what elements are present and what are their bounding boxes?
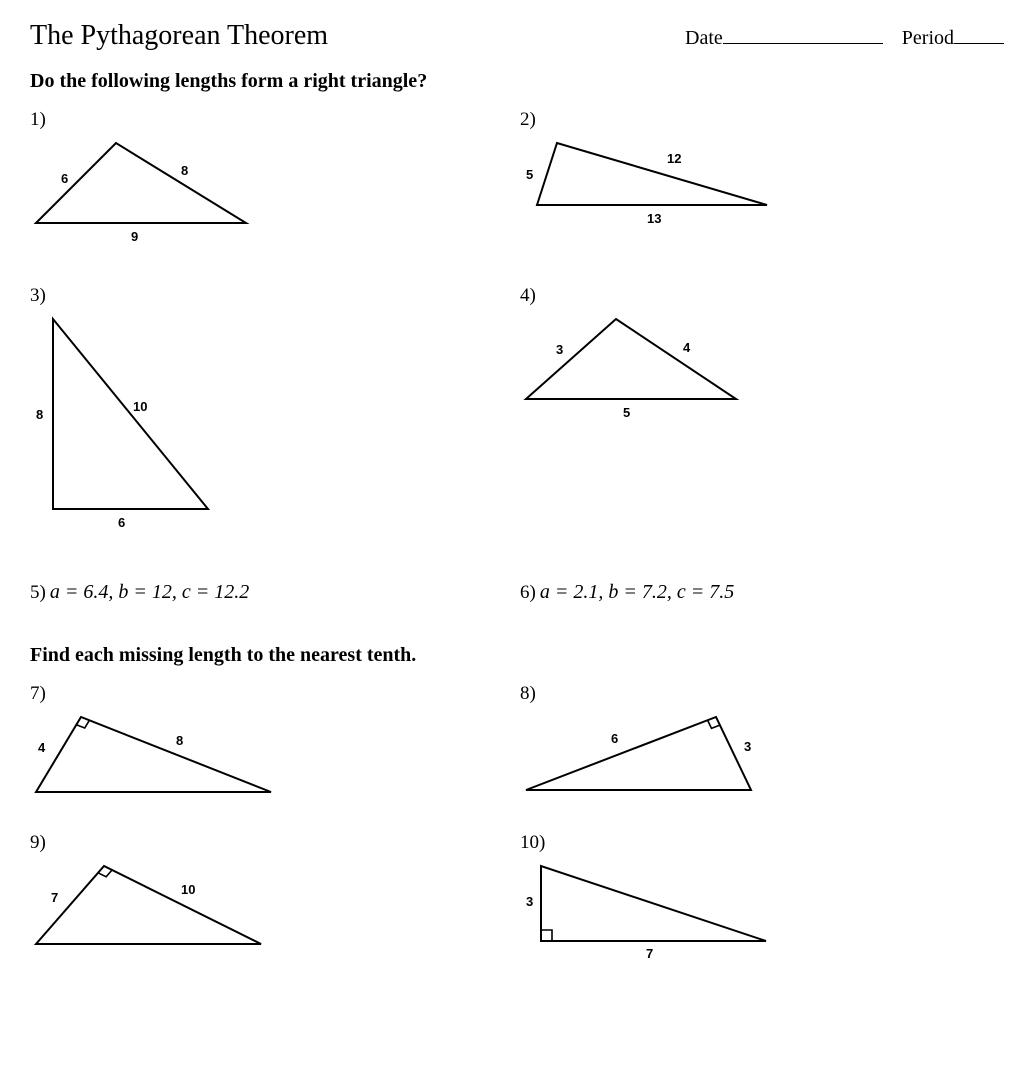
- problem-3: 3) 8 10 6: [30, 285, 520, 537]
- svg-text:6: 6: [61, 171, 68, 186]
- date-blank[interactable]: [723, 23, 883, 44]
- svg-text:12: 12: [667, 151, 681, 166]
- problem-number: 9): [30, 832, 520, 854]
- header-blanks: Date Period: [685, 23, 1004, 50]
- problems-row-4: 7) 48 8) 63: [30, 683, 1004, 832]
- problems-row-1: 1) 689 2) 51213: [30, 109, 1004, 285]
- triangle-figure: 5 12 13: [520, 137, 1010, 233]
- problem-10: 10) 37: [520, 832, 1010, 968]
- period-blank[interactable]: [954, 23, 1004, 44]
- svg-text:3: 3: [526, 894, 533, 909]
- problem-text: a = 6.4, b = 12, c = 12.2: [50, 575, 249, 603]
- svg-text:5: 5: [623, 405, 630, 420]
- page-title: The Pythagorean Theorem: [30, 20, 328, 52]
- problem-number: 2): [520, 109, 1010, 131]
- problem-number: 10): [520, 832, 1010, 854]
- section1-heading: Do the following lengths form a right tr…: [30, 70, 1004, 93]
- worksheet-header: The Pythagorean Theorem Date Period: [30, 20, 1004, 52]
- problem-2: 2) 5 12 13: [520, 109, 1010, 251]
- triangle-figure: 48: [30, 711, 520, 798]
- problem-number: 4): [520, 285, 1010, 307]
- triangle-figure: 6 8 9: [30, 137, 520, 251]
- period-label: Period: [902, 27, 954, 49]
- problem-9: 9) 7 10: [30, 832, 520, 968]
- svg-text:5: 5: [526, 167, 533, 182]
- problem-7: 7) 48: [30, 683, 520, 798]
- svg-text:9: 9: [131, 229, 138, 244]
- problems-row-5: 9) 710 10) 37: [30, 832, 1004, 1002]
- problem-number: 1): [30, 109, 520, 131]
- problem-text: a = 2.1, b = 7.2, c = 7.5: [540, 575, 734, 603]
- date-label: Date: [685, 27, 723, 49]
- triangle-figure: 8 10 6: [30, 313, 520, 537]
- svg-text:13: 13: [647, 211, 661, 226]
- svg-text:6: 6: [118, 515, 125, 530]
- problem-number: 6): [520, 582, 536, 603]
- triangle-figure: 63: [520, 711, 1010, 796]
- svg-text:3: 3: [556, 342, 563, 357]
- svg-text:8: 8: [176, 733, 183, 748]
- svg-text:8: 8: [36, 407, 43, 422]
- svg-text:8: 8: [181, 163, 188, 178]
- svg-text:4: 4: [38, 740, 46, 755]
- problems-row-2: 3) 8106 4) 345: [30, 285, 1004, 571]
- svg-text:4: 4: [683, 340, 691, 355]
- problem-number: 5): [30, 582, 46, 603]
- problem-number: 3): [30, 285, 520, 307]
- svg-text:7: 7: [51, 890, 58, 905]
- triangle-figure: 37: [520, 860, 1010, 968]
- svg-text:6: 6: [611, 731, 618, 746]
- svg-text:10: 10: [181, 882, 195, 897]
- problem-6: 6) a = 2.1, b = 7.2, c = 7.5: [520, 581, 1010, 604]
- problem-number: 8): [520, 683, 1010, 705]
- svg-text:3: 3: [744, 739, 751, 754]
- svg-text:10: 10: [133, 399, 147, 414]
- svg-text:7: 7: [646, 946, 653, 961]
- triangle-figure: 3 4 5: [520, 313, 1010, 427]
- section2-heading: Find each missing length to the nearest …: [30, 644, 1004, 667]
- problems-row-3: 5) a = 6.4, b = 12, c = 12.2 6) a = 2.1,…: [30, 581, 1004, 614]
- problem-8: 8) 63: [520, 683, 1010, 798]
- triangle-figure: 7 10: [30, 860, 520, 950]
- problem-4: 4) 3 4 5: [520, 285, 1010, 537]
- problem-5: 5) a = 6.4, b = 12, c = 12.2: [30, 581, 520, 604]
- problem-number: 7): [30, 683, 520, 705]
- problem-1: 1) 6 8 9: [30, 109, 520, 251]
